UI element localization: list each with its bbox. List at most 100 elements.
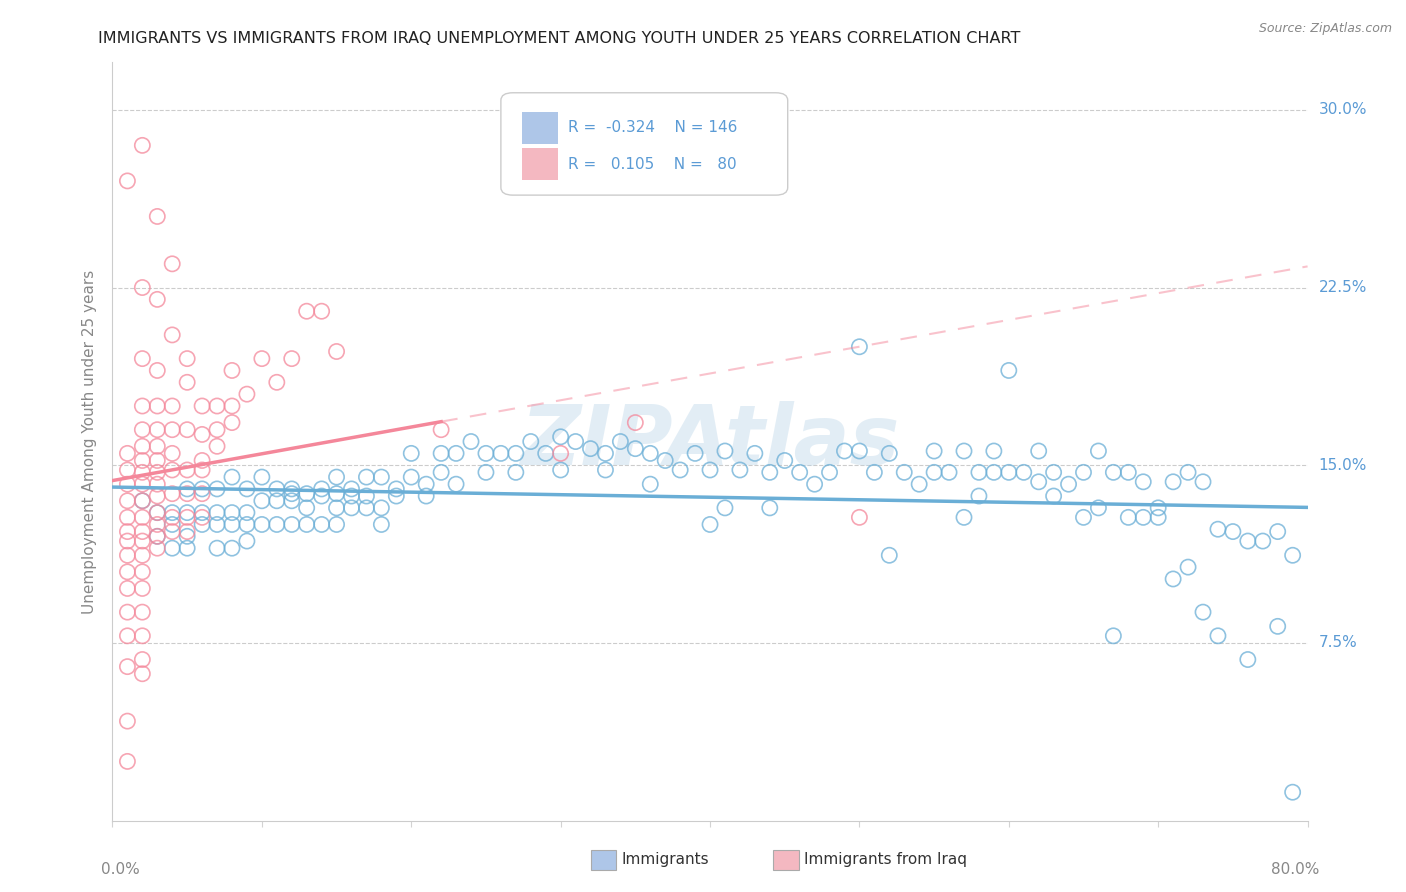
Point	[311, 304, 333, 318]
Point	[983, 444, 1005, 458]
Point	[1237, 534, 1260, 549]
Point	[1042, 489, 1064, 503]
Point	[236, 387, 259, 401]
Point	[131, 629, 153, 643]
Point	[205, 439, 228, 453]
Point	[131, 534, 153, 549]
Point	[176, 486, 198, 500]
Point	[1192, 475, 1215, 489]
Text: 80.0%: 80.0%	[1271, 863, 1320, 878]
Point	[385, 482, 408, 496]
Point	[834, 444, 856, 458]
Point	[205, 399, 228, 413]
Point	[250, 517, 273, 532]
Point	[236, 517, 259, 532]
Point	[176, 524, 198, 539]
Point	[221, 470, 243, 484]
Point	[205, 423, 228, 437]
Point	[131, 399, 153, 413]
Point	[1161, 475, 1184, 489]
Point	[430, 466, 453, 480]
Point	[117, 463, 139, 477]
Point	[325, 486, 347, 500]
Point	[176, 351, 198, 366]
Text: Immigrants: Immigrants	[621, 853, 709, 867]
Text: 22.5%: 22.5%	[1319, 280, 1367, 295]
Point	[191, 427, 214, 442]
Point	[1251, 534, 1274, 549]
Point	[117, 629, 139, 643]
Point	[550, 430, 572, 444]
Text: Source: ZipAtlas.com: Source: ZipAtlas.com	[1258, 22, 1392, 36]
Point	[117, 605, 139, 619]
Text: R =   0.105    N =   80: R = 0.105 N = 80	[568, 156, 737, 171]
Point	[131, 582, 153, 596]
Point	[295, 486, 318, 500]
Point	[340, 500, 363, 515]
Point	[131, 453, 153, 467]
Point	[146, 423, 169, 437]
Point	[370, 470, 392, 484]
Point	[295, 304, 318, 318]
Point	[146, 293, 169, 307]
Point	[162, 517, 183, 532]
Point	[325, 517, 347, 532]
Point	[162, 486, 183, 500]
Point	[131, 524, 153, 539]
Point	[444, 446, 467, 460]
Point	[162, 399, 183, 413]
Point	[131, 493, 153, 508]
Point	[879, 548, 901, 563]
Point	[176, 506, 198, 520]
Point	[131, 423, 153, 437]
Point	[281, 482, 304, 496]
Point	[370, 517, 392, 532]
Point	[131, 666, 153, 681]
Point	[191, 463, 214, 477]
Point	[983, 466, 1005, 480]
Point	[131, 548, 153, 563]
Point	[489, 446, 512, 460]
Point	[505, 466, 527, 480]
Point	[370, 500, 392, 515]
Point	[893, 466, 915, 480]
Point	[176, 541, 198, 556]
Point	[281, 351, 304, 366]
Point	[131, 565, 153, 579]
Point	[1057, 477, 1080, 491]
Point	[146, 363, 169, 377]
Point	[1087, 444, 1109, 458]
Point	[520, 434, 543, 449]
Point	[475, 446, 498, 460]
Point	[266, 482, 288, 496]
Point	[236, 506, 259, 520]
FancyBboxPatch shape	[501, 93, 787, 195]
Point	[117, 659, 139, 673]
Point	[266, 517, 288, 532]
Point	[1073, 466, 1095, 480]
Point	[162, 541, 183, 556]
Point	[281, 493, 304, 508]
Point	[848, 510, 870, 524]
Point	[250, 470, 273, 484]
Point	[475, 466, 498, 480]
Point	[162, 524, 183, 539]
Point	[131, 466, 153, 480]
Point	[579, 442, 602, 456]
Point	[1073, 510, 1095, 524]
Point	[117, 524, 139, 539]
Point	[117, 510, 139, 524]
Point	[191, 517, 214, 532]
Point	[205, 506, 228, 520]
Point	[356, 500, 378, 515]
Point	[595, 446, 617, 460]
Point	[146, 517, 169, 532]
Point	[117, 755, 139, 769]
Point	[1161, 572, 1184, 586]
Point	[1132, 475, 1154, 489]
Point	[953, 444, 976, 458]
Text: 0.0%: 0.0%	[101, 863, 139, 878]
Point	[624, 442, 647, 456]
Point	[1206, 629, 1229, 643]
Point	[162, 423, 183, 437]
